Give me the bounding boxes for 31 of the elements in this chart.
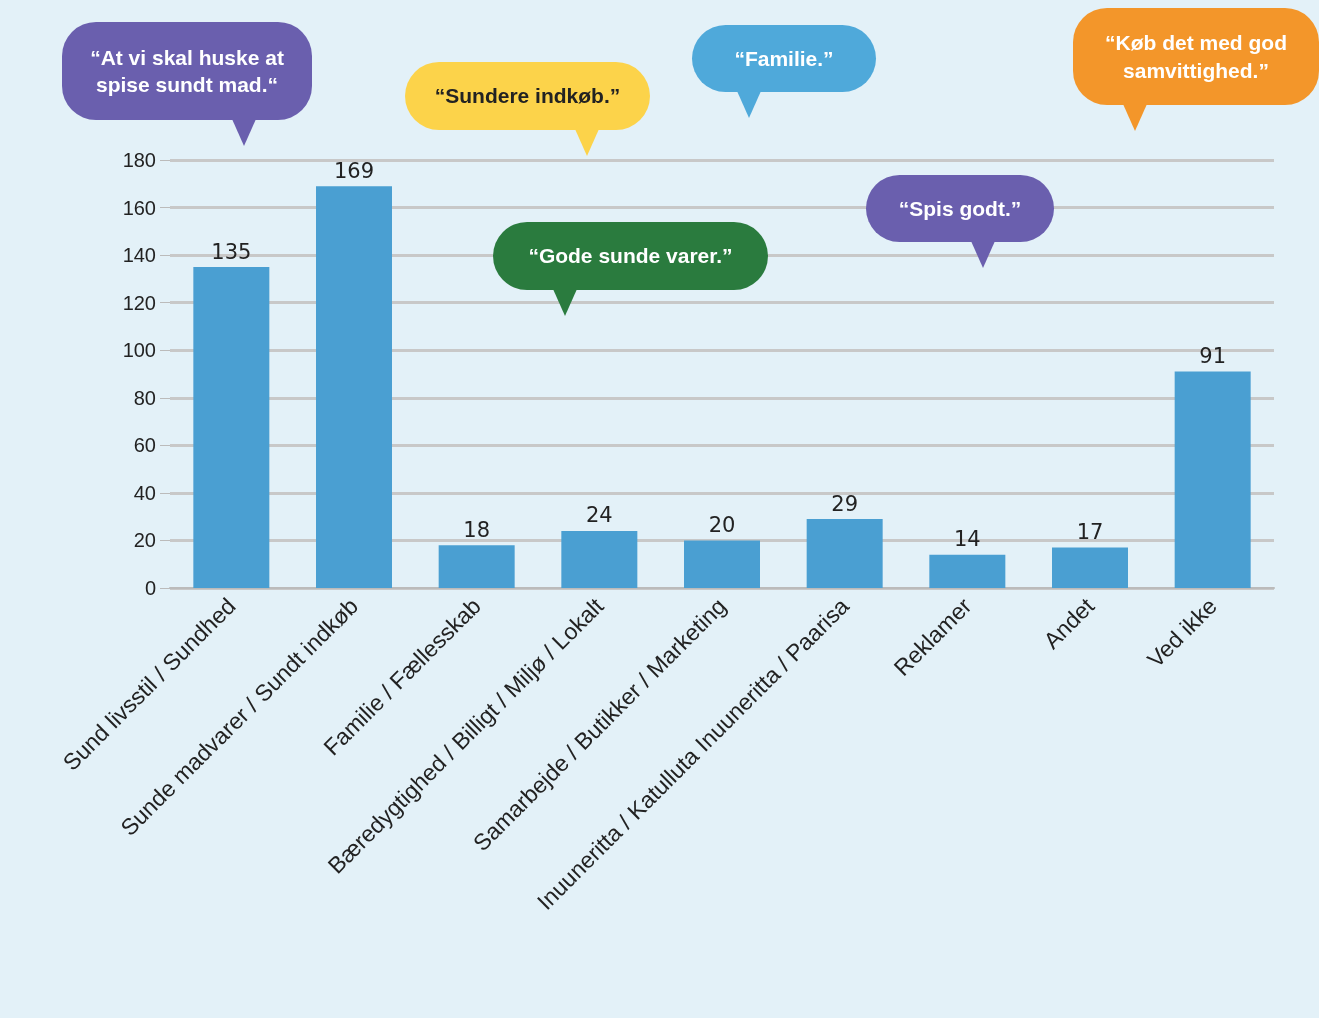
bar [1174,371,1251,588]
bar [929,554,1006,588]
data-label: 24 [585,503,613,528]
bar [684,540,760,588]
data-label: 14 [953,527,981,552]
data-label: 29 [831,491,859,516]
bar [193,267,270,588]
y-tick-label: 120 [122,291,156,314]
bar [1052,547,1128,588]
data-label: 169 [333,158,375,183]
data-label: 20 [708,512,736,537]
data-label: 91 [1199,344,1227,369]
bar [561,530,638,588]
data-label: 17 [1076,520,1104,545]
y-tick-label: 140 [122,244,156,267]
annotation: “Gode sunde varer.” [493,222,768,290]
y-tick-label: 180 [122,149,156,171]
y-tick-label: 40 [133,481,156,504]
x-tick-label: Ved ikke [1142,592,1222,673]
bar [316,186,392,588]
y-tick-label: 80 [133,386,156,409]
y-tick-label: 160 [122,196,156,219]
data-label: 135 [211,239,252,264]
y-tick-label: 100 [122,339,156,362]
data-label: 18 [463,517,491,542]
bar [806,519,883,588]
y-tick-label: 0 [144,577,156,599]
annotation: “Spis godt.” [866,175,1054,242]
y-tick-label: 20 [133,529,156,552]
bar [438,545,515,588]
y-tick-label: 60 [133,434,156,457]
